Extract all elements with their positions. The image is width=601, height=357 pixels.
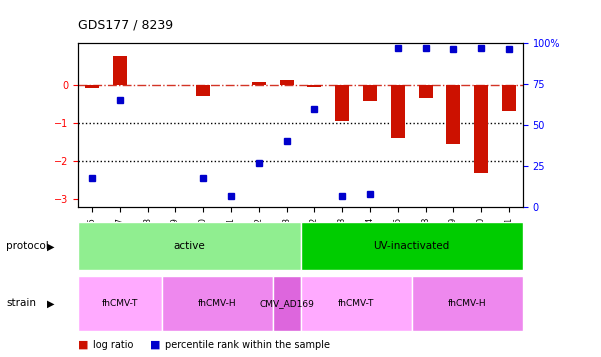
Bar [363, 85, 377, 101]
Bar [308, 85, 322, 87]
Bar [197, 85, 210, 96]
FancyBboxPatch shape [300, 276, 412, 331]
Text: fhCMV-T: fhCMV-T [102, 299, 138, 308]
Text: ▶: ▶ [47, 241, 55, 251]
Text: log ratio: log ratio [93, 340, 133, 350]
Bar [391, 85, 404, 138]
Bar [447, 85, 460, 144]
Bar [335, 85, 349, 121]
Text: fhCMV-H: fhCMV-H [198, 299, 236, 308]
Text: ■: ■ [150, 340, 160, 350]
FancyBboxPatch shape [162, 276, 273, 331]
Bar [419, 85, 433, 98]
Bar [474, 85, 488, 173]
FancyBboxPatch shape [273, 276, 300, 331]
Text: GDS177 / 8239: GDS177 / 8239 [78, 19, 173, 31]
Text: ■: ■ [78, 340, 88, 350]
FancyBboxPatch shape [78, 276, 162, 331]
Text: fhCMV-T: fhCMV-T [338, 299, 374, 308]
Text: UV-inactivated: UV-inactivated [374, 241, 450, 251]
Text: ▶: ▶ [47, 298, 55, 308]
FancyBboxPatch shape [412, 276, 523, 331]
Text: strain: strain [6, 298, 36, 308]
Text: CMV_AD169: CMV_AD169 [259, 299, 314, 308]
Bar [502, 85, 516, 111]
Text: protocol: protocol [6, 241, 49, 251]
FancyBboxPatch shape [300, 222, 523, 270]
Text: fhCMV-H: fhCMV-H [448, 299, 487, 308]
FancyBboxPatch shape [78, 222, 300, 270]
Text: active: active [174, 241, 205, 251]
Bar [85, 85, 99, 88]
Text: percentile rank within the sample: percentile rank within the sample [165, 340, 331, 350]
Bar [113, 56, 127, 85]
Bar [252, 82, 266, 85]
Bar [279, 80, 293, 85]
